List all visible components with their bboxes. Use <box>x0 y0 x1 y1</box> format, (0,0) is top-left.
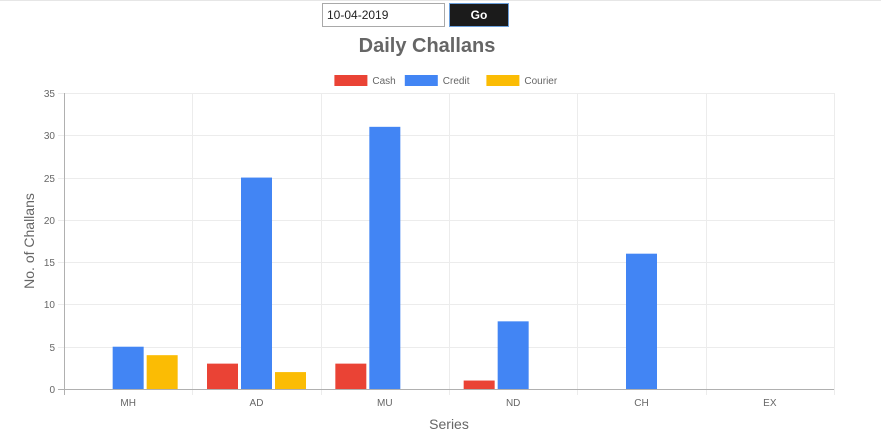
legend-item-credit[interactable]: Credit <box>404 75 470 87</box>
x-axis-title: Series <box>429 416 469 432</box>
x-tick-label: EX <box>763 398 777 409</box>
top-divider <box>0 0 881 1</box>
x-tick-label: MH <box>120 398 136 409</box>
y-tick-label: 5 <box>49 343 55 354</box>
y-tick-label: 25 <box>44 174 56 185</box>
legend[interactable]: Cash Credit Courier <box>334 75 558 87</box>
bar-cash-mu <box>335 363 367 389</box>
bar-courier-ad <box>275 372 306 389</box>
y-axis-title: No. of Challans <box>21 193 37 289</box>
bar-credit-ch <box>626 253 657 389</box>
legend-swatch-courier <box>486 75 520 86</box>
grid-lines <box>58 93 835 395</box>
go-button[interactable]: Go <box>449 3 509 27</box>
bar-cash-nd <box>463 380 495 389</box>
x-tick-label: AD <box>250 398 264 409</box>
bars <box>112 126 657 389</box>
axes <box>58 93 834 395</box>
bar-courier-mh <box>146 355 178 389</box>
x-tick-label: ND <box>506 398 520 409</box>
bar-credit-mh <box>112 346 144 389</box>
bar-credit-ad <box>241 177 272 389</box>
bar-credit-nd <box>497 321 529 389</box>
x-tick-label: CH <box>634 398 648 409</box>
y-tick-label: 35 <box>44 89 56 100</box>
tick-labels: 0 5 10 15 20 25 30 35 MH AD MU ND CH EX <box>44 89 777 409</box>
legend-label: Credit <box>443 76 470 87</box>
y-tick-label: 15 <box>44 258 56 269</box>
y-tick-label: 0 <box>49 385 55 396</box>
legend-swatch-cash <box>334 75 368 86</box>
legend-item-cash[interactable]: Cash <box>334 75 396 87</box>
legend-label: Cash <box>372 76 395 87</box>
chart-title: Daily Challans <box>358 35 496 57</box>
y-tick-label: 20 <box>44 216 56 227</box>
bar-cash-ad <box>207 363 238 389</box>
legend-item-courier[interactable]: Courier <box>486 75 558 87</box>
y-tick-label: 30 <box>44 131 56 142</box>
bar-credit-mu <box>369 126 401 389</box>
legend-label: Courier <box>524 76 557 87</box>
y-tick-label: 10 <box>44 300 56 311</box>
x-tick-label: MU <box>377 398 393 409</box>
date-input[interactable] <box>322 3 445 27</box>
legend-swatch-credit <box>404 75 438 86</box>
